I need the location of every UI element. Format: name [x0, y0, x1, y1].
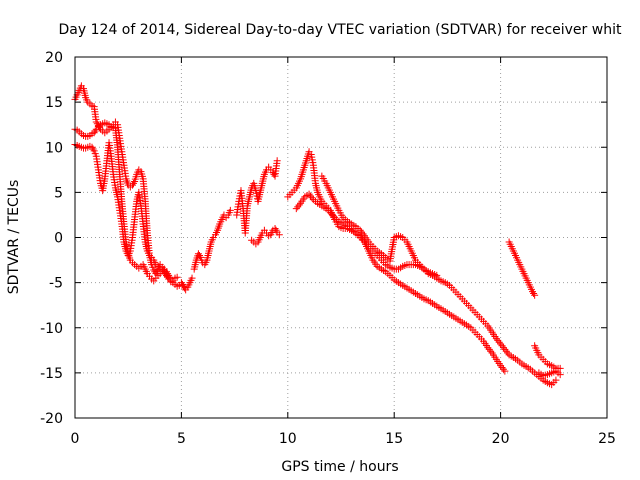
data-point: [295, 201, 303, 209]
y-tick-label: -5: [49, 276, 63, 292]
data-point: [328, 210, 336, 218]
x-tick-label: 25: [598, 431, 616, 447]
x-tick-label: 15: [385, 431, 403, 447]
data-point: [531, 291, 539, 299]
data-point: [556, 371, 564, 379]
y-tick-label: 20: [45, 50, 63, 66]
data-point: [91, 127, 99, 135]
data-point: [270, 170, 278, 178]
data-point: [356, 226, 364, 234]
data-point: [273, 157, 281, 165]
data-point: [130, 179, 138, 187]
series-track-a: [71, 82, 196, 294]
data-point: [530, 289, 538, 297]
data-point: [487, 347, 495, 355]
plot-frame: [74, 56, 608, 419]
data-point: [150, 266, 158, 274]
series-track-e: [233, 157, 281, 237]
y-tick-label: 10: [45, 140, 63, 156]
data-point: [306, 192, 314, 200]
x-axis-label: GPS time / hours: [281, 459, 398, 475]
data-point: [485, 345, 493, 353]
data-point: [294, 203, 302, 211]
data-point: [90, 129, 98, 137]
data-point: [177, 279, 185, 287]
data-point: [188, 274, 196, 282]
y-tick-label: 15: [45, 95, 63, 111]
series-track-f: [248, 224, 283, 248]
x-tick-label: 20: [492, 431, 510, 447]
series-track-l: [535, 367, 564, 380]
data-point: [529, 288, 537, 296]
data-point: [494, 336, 502, 344]
data-point: [308, 194, 316, 202]
data-point: [504, 349, 512, 357]
data-point: [499, 365, 507, 373]
data-point: [497, 340, 505, 348]
y-tick-label: -20: [40, 411, 63, 427]
y-tick-label: -10: [40, 321, 63, 337]
series-track-b: [71, 119, 181, 285]
data-point: [556, 364, 564, 372]
data-point: [163, 271, 171, 279]
data-point: [501, 367, 509, 375]
series-track-k: [531, 342, 564, 372]
data-point: [275, 231, 283, 239]
series-track-h: [292, 190, 441, 279]
data-point: [502, 347, 510, 355]
data-point: [181, 284, 189, 292]
series-track-c: [71, 139, 171, 279]
data-point: [359, 230, 367, 238]
data-point: [498, 342, 506, 350]
y-tick-label: 5: [54, 185, 63, 201]
data-point: [194, 250, 202, 258]
data-point: [178, 280, 186, 288]
series-track-j: [505, 238, 539, 299]
data-point: [226, 206, 234, 214]
data-point: [292, 205, 300, 213]
data-point: [173, 273, 181, 281]
data-point: [484, 344, 492, 352]
data-point: [552, 376, 560, 384]
data-point: [195, 252, 203, 260]
data-point: [89, 145, 97, 153]
series-track-g: [284, 148, 509, 375]
data-point: [128, 181, 136, 189]
data-point: [329, 212, 337, 220]
data-point: [180, 282, 188, 290]
data-point: [499, 344, 507, 352]
y-axis-label: SDTVAR / TECUs: [6, 180, 22, 295]
data-point: [497, 362, 505, 370]
data-point: [501, 345, 509, 353]
data-point: [88, 143, 96, 151]
data-point: [272, 226, 280, 234]
data-point: [271, 224, 279, 232]
data-point: [495, 338, 503, 346]
chart-title: Day 124 of 2014, Sidereal Day-to-day VTE…: [59, 22, 622, 38]
data-point: [358, 228, 366, 236]
data-point: [326, 208, 334, 216]
data-point: [92, 118, 100, 126]
data-point: [498, 363, 506, 371]
data-point: [305, 190, 313, 198]
x-tick-label: 5: [177, 431, 186, 447]
series-track-i: [318, 172, 560, 389]
series-track-d: [190, 206, 234, 273]
x-tick-label: 10: [279, 431, 297, 447]
y-tick-label: 0: [54, 231, 63, 247]
x-tick-label: 0: [71, 431, 80, 447]
data-point: [166, 273, 174, 281]
data-point: [492, 335, 500, 343]
y-tick-label: -15: [40, 366, 63, 382]
